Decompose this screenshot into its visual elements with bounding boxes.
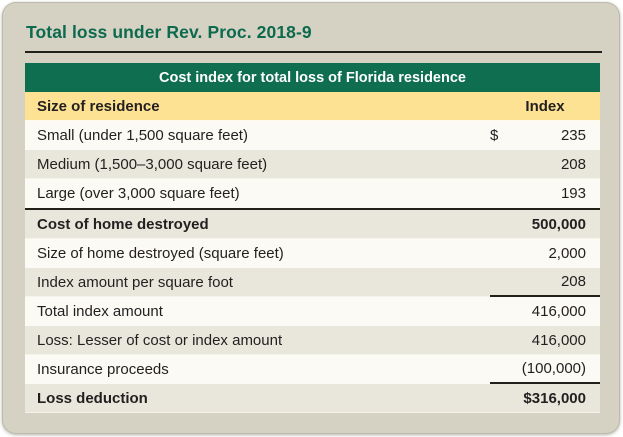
row-value-cell: 500,000 (490, 210, 600, 239)
row-value-cell: (100,000) (490, 355, 600, 384)
row-value-cell: 208 (490, 150, 600, 179)
row-label: Large (over 3,000 square feet) (37, 185, 240, 202)
row-label: Insurance proceeds (37, 361, 169, 378)
column-header-index: Index (525, 98, 565, 115)
currency-symbol: $ (490, 127, 499, 144)
title-divider (25, 51, 602, 53)
row-value: (100,000) (521, 360, 586, 377)
row-value: 193 (560, 185, 586, 202)
table-row: Medium (1,500–3,000 square feet) 208 (25, 150, 600, 179)
row-value: 416,000 (531, 303, 586, 320)
table-row: Size of home destroyed (square feet) 2,0… (25, 239, 600, 268)
row-value-cell: 416,000 (490, 326, 600, 355)
table-row: Cost of home destroyed 500,000 (25, 208, 600, 239)
row-label: Size of home destroyed (square feet) (37, 245, 284, 262)
column-header-row: Size of residence Index (25, 92, 600, 121)
table-row: Large (over 3,000 square feet) 193 (25, 179, 600, 208)
table-header: Cost index for total loss of Florida res… (25, 63, 600, 92)
row-value: 2,000 (548, 245, 586, 262)
row-label: Small (under 1,500 square feet) (37, 127, 248, 144)
row-value: 416,000 (531, 332, 586, 349)
table-row: Insurance proceeds (100,000) (25, 355, 600, 384)
row-label: Index amount per square foot (37, 274, 233, 291)
row-value: 208 (560, 273, 586, 290)
row-value-cell: $316,000 (490, 384, 600, 413)
row-value: 235 (560, 127, 586, 144)
row-label: Loss deduction (37, 390, 148, 407)
row-value-cell: 2,000 (490, 239, 600, 268)
row-value-cell: $ 235 (490, 121, 600, 150)
column-header-label: Size of residence (37, 98, 160, 115)
row-value-cell: 193 (490, 179, 600, 208)
row-label: Cost of home destroyed (37, 216, 209, 233)
row-value: $316,000 (523, 390, 586, 407)
cost-index-table: Cost index for total loss of Florida res… (25, 63, 600, 413)
table-row: Total index amount 416,000 (25, 297, 600, 326)
table-body: Small (under 1,500 square feet) $ 235 Me… (25, 121, 600, 413)
row-label: Medium (1,500–3,000 square feet) (37, 156, 268, 173)
page-title: Total loss under Rev. Proc. 2018-9 (26, 22, 312, 42)
table-row: Loss: Lesser of cost or index amount 416… (25, 326, 600, 355)
row-value: 500,000 (531, 216, 586, 233)
row-label: Total index amount (37, 303, 163, 320)
table-row: Small (under 1,500 square feet) $ 235 (25, 121, 600, 150)
table-row: Index amount per square foot 208 (25, 268, 600, 297)
row-value-cell: 208 (490, 268, 600, 297)
row-value: 208 (560, 156, 586, 173)
row-value-cell: 416,000 (490, 297, 600, 326)
table-row: Loss deduction $316,000 (25, 384, 600, 413)
row-label: Loss: Lesser of cost or index amount (37, 332, 283, 349)
